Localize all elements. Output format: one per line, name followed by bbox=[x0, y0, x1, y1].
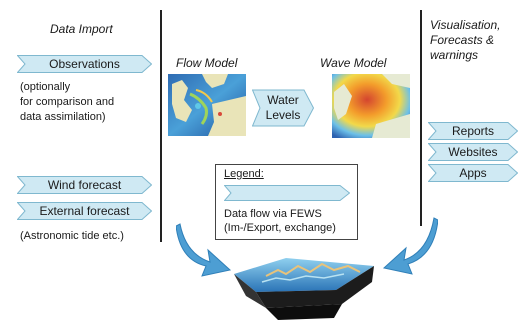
wind-forecast-label: Wind forecast bbox=[47, 178, 122, 192]
right-curved-arrow bbox=[382, 217, 438, 275]
apps-tag: Apps bbox=[428, 164, 518, 182]
water-levels-line2: Levels bbox=[265, 108, 301, 122]
websites-label: Websites bbox=[448, 145, 498, 159]
legend-title: Legend: bbox=[224, 168, 264, 180]
websites-tag: Websites bbox=[428, 143, 518, 161]
observations-note-line1: (optionally bbox=[20, 81, 71, 93]
reports-label: Reports bbox=[451, 124, 495, 138]
visualisation-header-line2: Forecasts & bbox=[430, 33, 495, 47]
observations-note-line2: for comparison and bbox=[20, 96, 115, 108]
left-curved-arrow bbox=[176, 223, 232, 277]
visualisation-header-line1: Visualisation, bbox=[430, 18, 501, 32]
wave-model-header: Wave Model bbox=[320, 56, 387, 70]
left-divider bbox=[160, 10, 162, 242]
wind-forecast-tag: Wind forecast bbox=[17, 176, 152, 194]
water-levels-arrow: Water Levels bbox=[252, 88, 314, 128]
external-note: (Astronomic tide etc.) bbox=[20, 230, 124, 242]
right-divider bbox=[420, 10, 422, 226]
legend-text-line1: Data flow via FEWS bbox=[224, 208, 322, 220]
external-forecast-label: External forecast bbox=[39, 204, 130, 218]
wave-model-map bbox=[332, 74, 410, 138]
apps-label: Apps bbox=[459, 166, 487, 180]
observations-tag: Observations bbox=[17, 55, 152, 73]
flow-model-map bbox=[168, 74, 246, 136]
legend-arrow-sample bbox=[224, 185, 350, 201]
water-levels-line1: Water bbox=[267, 93, 299, 107]
legend-text-line2: (Im-/Export, exchange) bbox=[224, 222, 336, 234]
legend-box: Legend: Data flow via FEWS (Im-/Export, … bbox=[215, 164, 358, 240]
reports-tag: Reports bbox=[428, 122, 518, 140]
observations-label: Observations bbox=[49, 57, 120, 71]
external-forecast-tag: External forecast bbox=[17, 202, 152, 220]
terrain-visualisation bbox=[234, 258, 374, 320]
visualisation-header-line3: warnings bbox=[430, 48, 479, 62]
data-import-header: Data Import bbox=[50, 22, 113, 36]
observations-note-line3: data assimilation) bbox=[20, 111, 106, 123]
flow-model-header: Flow Model bbox=[176, 56, 238, 70]
